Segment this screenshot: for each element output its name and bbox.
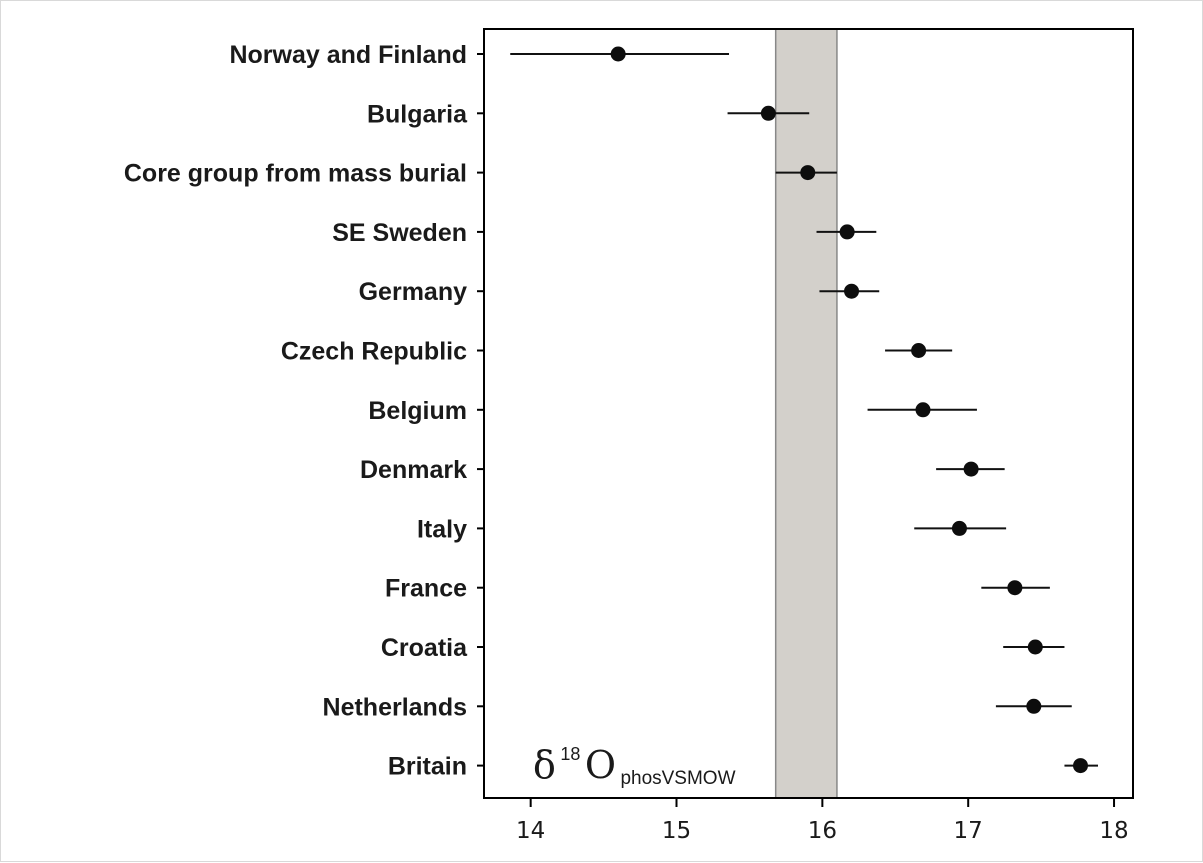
data-point <box>1072 758 1088 774</box>
shaded-band <box>774 28 838 799</box>
data-point <box>915 402 931 418</box>
data-point <box>1026 698 1042 714</box>
annotation-element: O <box>585 743 616 787</box>
data-point <box>760 105 776 121</box>
data-point <box>800 165 816 181</box>
category-label: SE Sweden <box>332 219 467 247</box>
x-tick-label: 17 <box>954 818 983 844</box>
category-label: Norway and Finland <box>229 41 467 69</box>
x-tick-label: 18 <box>1099 818 1128 844</box>
category-label: Bulgaria <box>367 100 468 128</box>
data-point <box>951 520 967 536</box>
x-axis: 14 15 16 17 18 <box>516 798 1129 844</box>
plot-area <box>483 28 1134 799</box>
category-label: Core group from mass burial <box>124 160 467 188</box>
category-label: Britain <box>388 753 467 781</box>
category-label: Czech Republic <box>281 338 467 366</box>
isotope-annotation: δ 18 O phosVSMOW <box>533 743 736 789</box>
data-point <box>610 46 626 62</box>
data-point <box>1007 580 1023 596</box>
category-label: Germany <box>359 278 467 306</box>
data-point <box>963 461 979 477</box>
category-label: Italy <box>417 515 467 543</box>
x-tick-label: 16 <box>808 818 837 844</box>
category-label: France <box>385 575 467 603</box>
annotation-superscript: 18 <box>560 744 580 764</box>
data-point <box>839 224 855 240</box>
data-point <box>844 283 860 299</box>
y-axis: Norway and Finland Bulgaria Core group fro… <box>124 41 484 781</box>
x-tick-label: 15 <box>662 818 691 844</box>
category-label: Denmark <box>360 456 467 484</box>
data-point <box>1027 639 1043 655</box>
x-tick-label: 14 <box>516 818 545 844</box>
category-label: Belgium <box>368 397 467 425</box>
data-point <box>911 343 927 358</box>
category-label: Netherlands <box>323 693 467 721</box>
annotation-subscript: phosVSMOW <box>620 768 735 789</box>
category-label: Croatia <box>381 634 468 662</box>
annotation-delta: δ <box>533 743 556 787</box>
data-points <box>610 46 1088 774</box>
